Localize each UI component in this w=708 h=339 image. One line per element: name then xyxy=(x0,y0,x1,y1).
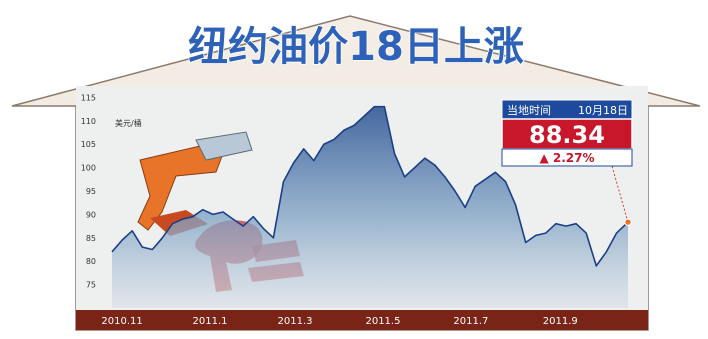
plot-area xyxy=(111,105,632,308)
y-tick-label: 90 xyxy=(86,210,96,219)
x-tick-label: 2011.1 xyxy=(193,316,228,327)
y-tick-label: 85 xyxy=(86,234,96,243)
x-axis-band xyxy=(76,310,648,330)
y-tick-label: 105 xyxy=(81,140,96,149)
price-area xyxy=(112,106,628,308)
y-axis: 75 80 85 90 95 100 105 110 115 xyxy=(81,93,96,289)
callout-price-box xyxy=(501,118,633,150)
callout-label: 当地时间 xyxy=(507,103,551,117)
callout-date: 10月18日 xyxy=(578,104,628,117)
x-axis: 2010.11 2011.1 2011.3 2011.5 2011.7 2011.9 xyxy=(101,316,577,327)
callout-change-box xyxy=(501,148,633,167)
price-line xyxy=(111,105,629,267)
y-tick-label: 100 xyxy=(81,164,96,173)
callout-leader-line xyxy=(611,165,629,223)
x-tick-label: 2011.7 xyxy=(453,316,488,327)
y-tick-label: 115 xyxy=(81,93,96,102)
y-tick-label: 75 xyxy=(86,281,96,290)
latest-price-marker xyxy=(624,218,632,226)
chart-title: 纽约油价18日上涨 xyxy=(188,24,524,70)
y-axis-unit-label: 美元/桶 xyxy=(115,118,142,128)
x-tick-label: 2011.9 xyxy=(543,316,578,327)
x-tick-label: 2010.11 xyxy=(101,316,142,327)
callout-change: ▲ 2.27% xyxy=(539,151,594,165)
x-tick-label: 2011.3 xyxy=(278,316,313,327)
price-callout: 当地时间 10月18日 88.34 ▲ 2.27% xyxy=(501,99,633,167)
x-tick-label: 2011.5 xyxy=(365,316,400,327)
y-tick-label: 80 xyxy=(86,257,96,266)
callout-price: 88.34 xyxy=(529,121,605,149)
y-tick-label: 95 xyxy=(86,187,96,196)
y-tick-label: 110 xyxy=(81,117,96,126)
